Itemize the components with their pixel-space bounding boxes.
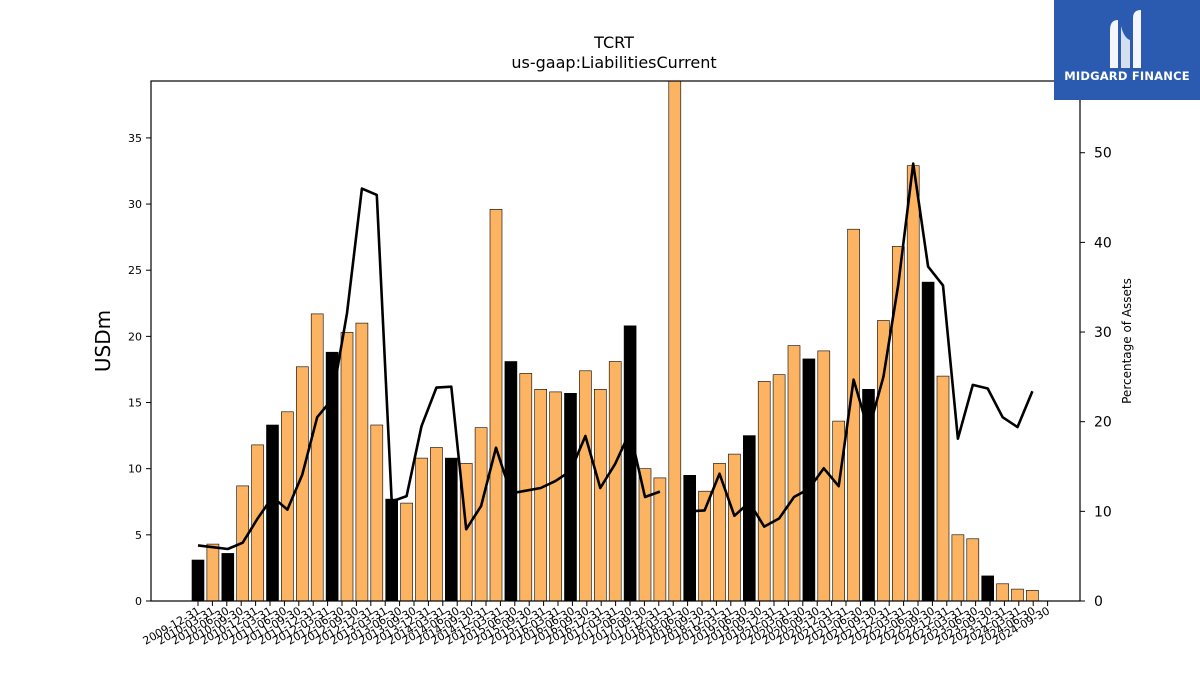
y-axis-label: USDm: [91, 310, 115, 372]
bar-2023-12-31: [1026, 590, 1039, 601]
bar-2011-12-31: [310, 313, 324, 601]
brand-name: MIDGARD FINANCE: [1064, 69, 1190, 83]
y2-tick-label: 0: [1094, 594, 1103, 610]
bars-group: [191, 81, 1039, 601]
bar-2016-09-30: [593, 388, 607, 601]
bar-2015-09-30: [534, 388, 548, 601]
bar-2023-03-31: [981, 575, 995, 601]
bar-2023-09-30: [1011, 588, 1024, 601]
bar-2022-03-31: [921, 281, 935, 601]
bar-2013-12-31: [430, 447, 443, 601]
bar-2021-09-30: [891, 246, 905, 601]
bar-2021-03-31: [862, 388, 875, 601]
bar-2018-12-31: [728, 453, 741, 601]
bar-2022-12-31: [966, 538, 980, 601]
y2-tick-label: 40: [1094, 235, 1112, 251]
bar-2017-09-30: [653, 477, 667, 601]
bar-2018-09-30: [713, 463, 726, 601]
y2-tick-label: 20: [1094, 415, 1112, 431]
bar-2016-03-31: [564, 392, 577, 601]
y-tick-label: 5: [135, 529, 142, 542]
bar-2022-06-30: [936, 375, 950, 601]
y-tick-label: 20: [128, 330, 142, 343]
bar-2019-03-31: [742, 435, 756, 601]
mf-logo-icon: [1110, 10, 1141, 68]
bar-2017-03-31: [623, 325, 637, 601]
y-tick-label: 25: [128, 264, 142, 277]
bar-2018-06-30: [698, 490, 711, 601]
bar-2012-09-30: [355, 322, 369, 601]
bar-2020-03-31: [802, 358, 816, 601]
bar-2021-06-30: [877, 320, 890, 601]
bar-2022-09-30: [951, 534, 965, 601]
bar-2016-12-31: [608, 361, 622, 601]
pct-line-group: [197, 162, 1034, 551]
bar-2017-12-31: [668, 81, 682, 601]
y2-tick-label: 50: [1094, 146, 1112, 162]
bar-2013-06-30: [400, 502, 413, 601]
y2-tick-label: 10: [1094, 504, 1112, 520]
axes-group: 05101520253035010203040502009-12-312010-…: [128, 80, 1112, 648]
chart-subtitle: us-gaap:LiabilitiesCurrent: [511, 53, 716, 72]
bar-2019-09-30: [772, 374, 786, 601]
bar-2014-12-31: [489, 209, 503, 601]
y-tick-label: 30: [128, 198, 142, 211]
y-tick-label: 35: [128, 132, 142, 145]
y-tick-label: 0: [135, 595, 142, 608]
bar-2013-03-31: [385, 498, 399, 601]
bar-2012-03-31: [325, 351, 339, 601]
bar-2021-12-31: [906, 165, 920, 601]
y2-axis-label: Percentage of Assets: [1120, 278, 1134, 404]
y-tick-label: 10: [128, 463, 142, 476]
bar-2009-12-31: [191, 559, 205, 601]
bar-2014-03-31: [444, 457, 458, 601]
bar-2015-03-31: [504, 361, 518, 601]
bar-2010-06-30: [221, 553, 235, 601]
bar-2019-06-30: [757, 381, 771, 601]
bar-2010-03-31: [206, 543, 220, 601]
bar-2013-09-30: [415, 457, 428, 601]
bar-2015-06-30: [519, 373, 533, 601]
bar-2012-12-31: [370, 424, 384, 601]
bar-2011-03-31: [266, 424, 279, 601]
midgard-finance-logo: MIDGARD FINANCE: [1054, 0, 1200, 100]
bar-2016-06-30: [579, 370, 592, 601]
y2-tick-label: 30: [1094, 325, 1112, 341]
bar-2018-03-31: [683, 474, 697, 601]
bar-2017-06-30: [638, 468, 652, 601]
bar-2012-06-30: [340, 332, 354, 601]
bar-2010-12-31: [251, 444, 264, 601]
bar-2023-06-30: [996, 583, 1009, 601]
chart-title: TCRT: [593, 33, 634, 52]
bar-2015-12-31: [549, 391, 562, 601]
bar-2019-12-31: [787, 345, 801, 601]
pct-of-assets-line: [197, 162, 1034, 551]
y-tick-label: 15: [128, 397, 142, 410]
